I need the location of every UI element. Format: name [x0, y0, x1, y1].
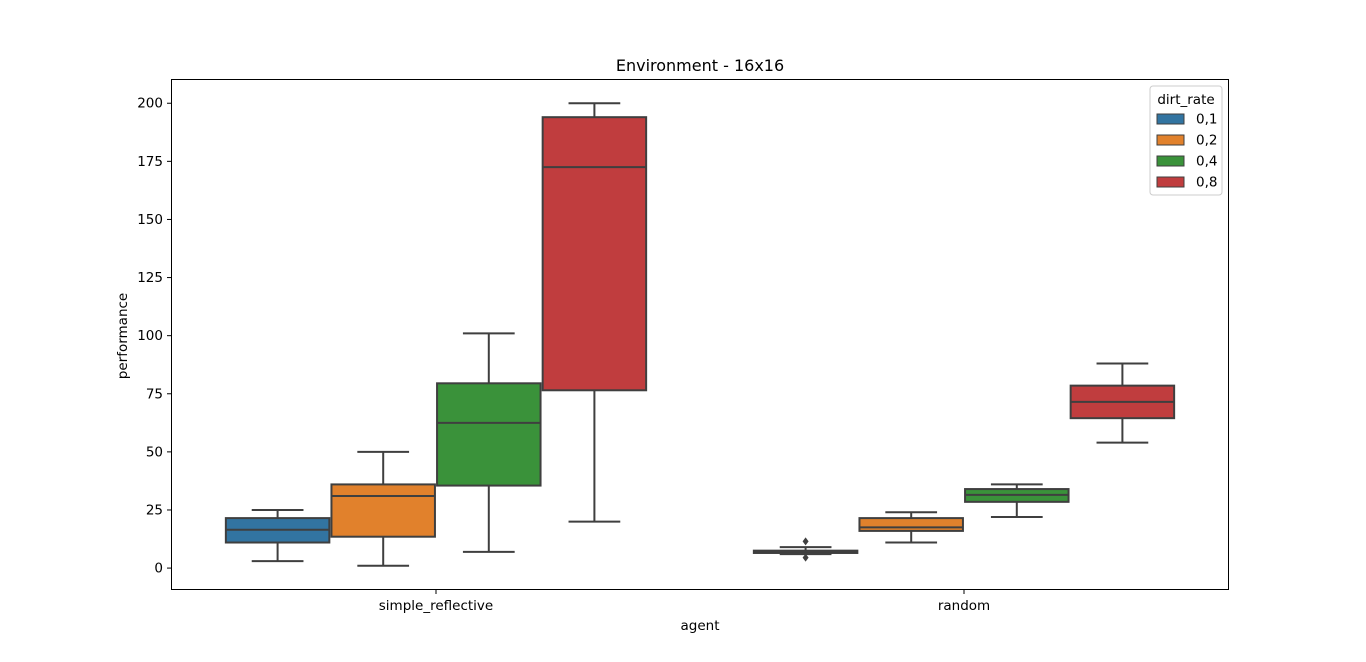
legend-label: 0,2 [1196, 133, 1217, 149]
y-tick-label: 125 [137, 270, 163, 286]
box-0-1-random [752, 537, 859, 562]
legend-item: 0,8 [1156, 175, 1217, 191]
box-groups [224, 102, 1176, 567]
legend-swatch [1156, 155, 1185, 167]
outlier-marker [802, 553, 809, 562]
y-tick-label: 75 [146, 386, 163, 402]
box-0-2-random [858, 511, 964, 544]
box-0-1-simple_reflective [224, 508, 331, 563]
legend-label: 0,1 [1196, 112, 1217, 128]
legend-title: dirt_rate [1157, 92, 1214, 108]
legend-item: 0,2 [1156, 133, 1217, 149]
outlier-marker [802, 537, 809, 546]
legend-swatch [1156, 176, 1185, 188]
y-tick-label: 175 [137, 154, 163, 170]
legend-swatch [1156, 134, 1185, 146]
legend-item: 0,1 [1156, 112, 1217, 128]
box-0-4-random [964, 483, 1070, 518]
x-tick-label: random [938, 598, 990, 614]
x-axis: simple_reflective random [379, 589, 990, 614]
box-iqr [541, 116, 648, 392]
plot-area-frame [171, 79, 1229, 590]
legend-frame [1149, 85, 1223, 196]
box-0-2-simple_reflective [330, 450, 436, 567]
box-iqr [436, 382, 542, 487]
chart-title: Environment - 16x16 [616, 56, 784, 75]
y-axis-label: performance [115, 293, 131, 379]
x-tick-label: simple_reflective [379, 598, 493, 614]
legend-label: 0,4 [1196, 154, 1217, 170]
legend-item: 0,4 [1156, 154, 1217, 170]
y-axis: 0 25 50 75 100 125 150 175 200 [137, 96, 172, 577]
box-0-8-random [1069, 362, 1176, 444]
y-tick-label: 0 [154, 561, 163, 577]
box-iqr [858, 517, 964, 532]
box-0-8-simple_reflective [541, 102, 648, 523]
legend-swatch [1156, 113, 1185, 125]
y-tick-label: 50 [146, 444, 163, 460]
legend-items: 0,1 0,2 0,4 0,8 [1156, 112, 1217, 191]
y-tick-label: 200 [137, 96, 163, 112]
legend-label: 0,8 [1196, 175, 1217, 191]
y-tick-label: 150 [137, 212, 163, 228]
legend: dirt_rate 0,1 0,2 0,4 0,8 [1149, 85, 1223, 196]
box-0-4-simple_reflective [436, 332, 542, 553]
box-iqr [330, 483, 436, 538]
y-tick-label: 100 [137, 328, 163, 344]
x-axis-label: agent [681, 618, 720, 634]
y-tick-label: 25 [146, 502, 163, 518]
